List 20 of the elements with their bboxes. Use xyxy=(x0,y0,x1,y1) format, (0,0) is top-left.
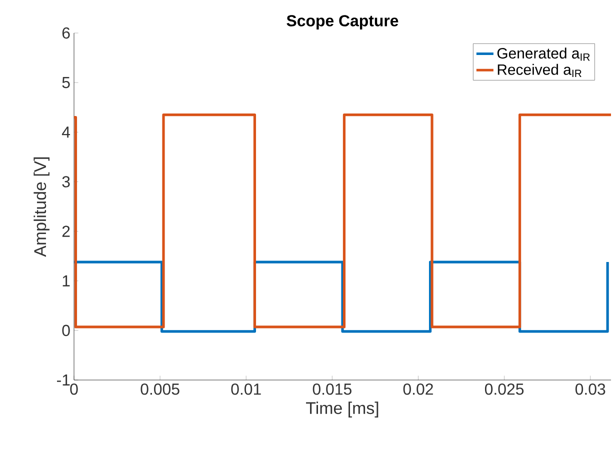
y-axis-title: Amplitude [V] xyxy=(34,157,50,257)
y-tick-label: 4 xyxy=(62,126,70,138)
y-tick-label: 0 xyxy=(62,324,70,336)
x-tick-label: 0.01 xyxy=(231,384,261,395)
legend-label: Generated a$_{IR}$ xyxy=(497,48,590,61)
y-tick-label: 2 xyxy=(62,226,70,237)
x-tick-label: 0.015 xyxy=(312,384,352,395)
x-tick-label: 0.02 xyxy=(403,384,433,395)
y-tick-label: 6 xyxy=(62,27,70,39)
y-tick-label: 1 xyxy=(62,275,70,286)
y-tick-label: 5 xyxy=(62,77,70,88)
y-tick-label: -1 xyxy=(57,374,70,386)
x-tick-label: 0.005 xyxy=(140,384,180,395)
x-tick-label: 0 xyxy=(70,384,78,395)
chart-title: Scope Capture xyxy=(286,15,398,30)
x-tick-label: 0.03 xyxy=(575,384,606,395)
x-axis-title: Time [ms] xyxy=(306,402,378,418)
legend-label: Received a$_{IR}$ xyxy=(498,64,582,77)
x-tick-label: 0.025 xyxy=(484,384,524,395)
y-tick-label: 3 xyxy=(62,176,70,188)
